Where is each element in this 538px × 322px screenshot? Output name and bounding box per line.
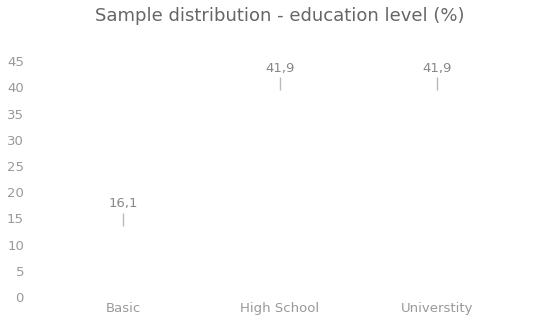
Text: 16,1: 16,1 <box>108 197 138 210</box>
Text: 41,9: 41,9 <box>265 62 295 75</box>
Text: 41,9: 41,9 <box>422 62 451 75</box>
Title: Sample distribution - education level (%): Sample distribution - education level (%… <box>95 7 465 25</box>
